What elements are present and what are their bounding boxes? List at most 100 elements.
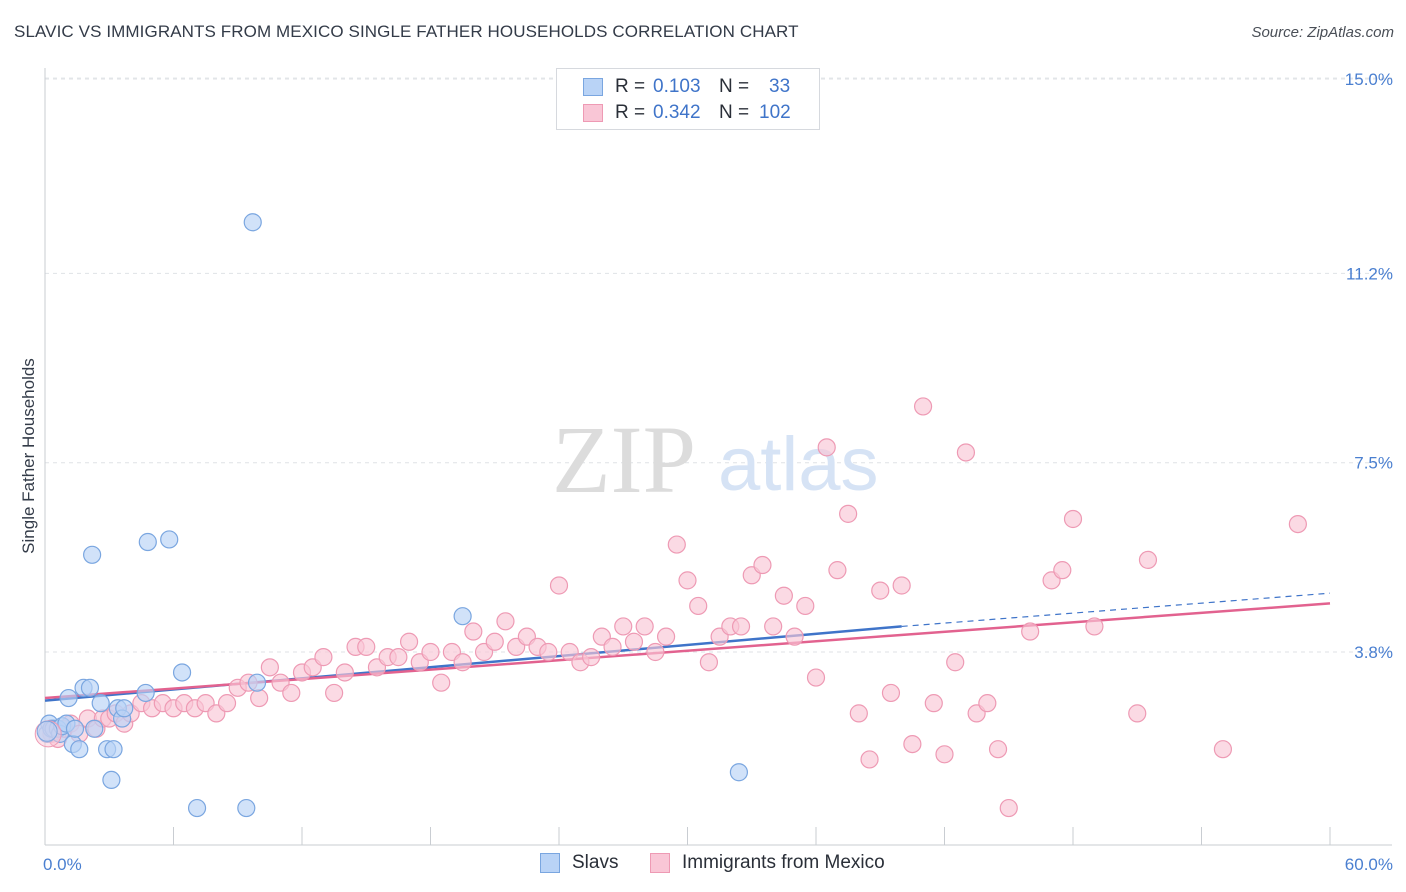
chart-title: SLAVIC VS IMMIGRANTS FROM MEXICO SINGLE …: [14, 22, 799, 41]
mexico-point: [250, 688, 269, 708]
legend-item-slavs[interactable]: Slavs: [540, 852, 618, 874]
watermark-atlas: atlas: [718, 422, 879, 507]
mexico-point: [881, 683, 901, 703]
slavs-point: [160, 530, 179, 549]
mexico-point: [282, 683, 301, 703]
slavs-point: [83, 545, 102, 564]
mexico-point: [624, 632, 644, 651]
legend-label-slavs: Slavs: [572, 852, 619, 873]
slavs-trend-extension: [901, 592, 1331, 628]
mexico-point: [817, 438, 836, 457]
mexico-point: [614, 617, 633, 636]
slavs-point: [85, 719, 104, 738]
mexico-point: [764, 617, 783, 636]
axes: [44, 68, 1392, 846]
mexico-point: [913, 397, 933, 416]
legend-n-value: 33: [769, 76, 791, 97]
mexico-point: [806, 668, 826, 687]
stats-legend: R = 0.103 N = 33 R = 0.342 N = 102: [556, 68, 820, 130]
mexico-point: [314, 648, 333, 667]
legend-row-mexico: R = 0.342 N = 102: [583, 101, 791, 125]
slavs-point: [187, 798, 207, 818]
mexico-point: [828, 561, 847, 580]
watermark-zip: ZIP: [552, 406, 696, 513]
mexico-point: [956, 443, 976, 462]
x-tick-label-min: 0.0%: [43, 855, 82, 874]
mexico-point: [217, 694, 237, 713]
source-credit: Source: ZipAtlas.com: [1251, 24, 1394, 41]
mexico-point: [1128, 704, 1147, 723]
mexico-point: [988, 740, 1008, 759]
mexico-point: [839, 504, 858, 523]
mexico-point: [774, 586, 793, 605]
mexico-point: [539, 642, 558, 662]
mexico-point: [667, 535, 686, 554]
mexico-point: [689, 596, 708, 616]
mexico-point: [1021, 622, 1040, 641]
mexico-point: [399, 632, 419, 651]
mexico-point: [849, 704, 868, 723]
mexico-point: [871, 581, 890, 600]
y-tick-label: 15.0%: [1345, 70, 1393, 89]
mexico-point: [1085, 617, 1104, 636]
mexico-point: [549, 576, 569, 595]
mexico-point: [582, 648, 601, 667]
mexico-point: [260, 658, 279, 677]
slavs-point: [138, 532, 157, 552]
slavs-point: [172, 663, 192, 682]
mexico-point: [796, 596, 815, 616]
mexico-point: [935, 745, 954, 764]
mexico-point: [357, 637, 376, 656]
mexico-point: [656, 627, 676, 646]
gridlines: [45, 77, 1392, 653]
mexico-point: [421, 642, 440, 662]
y-tick-label: 7.5%: [1354, 454, 1393, 473]
mexico-point: [1288, 514, 1307, 534]
legend-r-value: 0.342: [653, 102, 701, 123]
slavs-cluster-point: [36, 720, 58, 742]
slavs-point: [729, 763, 749, 782]
legend-n-label: N =: [719, 102, 750, 123]
legend-swatch-slavs: [540, 853, 560, 873]
legend-item-mexico[interactable]: Immigrants from Mexico: [650, 852, 885, 874]
slavs-point: [247, 673, 267, 692]
slavs-point: [102, 770, 121, 790]
slavs-point: [136, 683, 155, 703]
y-axis-title: Single Father Households: [19, 358, 38, 554]
mexico-point: [485, 632, 504, 651]
x-tick-label-max: 60.0%: [1345, 855, 1393, 874]
mexico-point: [464, 622, 483, 641]
legend-r-label: R =: [615, 76, 646, 97]
mexico-point: [999, 798, 1018, 818]
mexico-point: [860, 750, 879, 769]
mexico-point: [603, 637, 622, 656]
axis-labels: 3.8% 7.5% 11.2% 15.0% 0.0% 60.0% Single Father…: [19, 70, 1393, 874]
mexico-point: [892, 576, 911, 595]
mexico-point: [325, 683, 344, 703]
legend-swatch-slavs: [583, 78, 603, 96]
mexico-point: [753, 555, 772, 575]
mexico-point: [389, 648, 408, 667]
legend-n-value: 102: [759, 102, 791, 123]
legend-n-label: N =: [719, 76, 750, 97]
mexico-point: [453, 653, 472, 672]
slavs-point: [80, 678, 100, 697]
data-points: [34, 213, 1307, 818]
mexico-point: [978, 694, 997, 713]
mexico-point: [432, 673, 451, 692]
mexico-point: [1138, 550, 1158, 570]
mexico-point: [635, 617, 654, 636]
mexico-point: [496, 612, 515, 631]
slavs-point: [237, 798, 256, 818]
mexico-point: [678, 571, 697, 590]
mexico-point: [335, 663, 354, 682]
y-tick-label: 11.2%: [1346, 264, 1393, 283]
mexico-point: [1053, 561, 1072, 580]
slavs-point: [59, 688, 78, 708]
slavs-point: [65, 719, 85, 738]
slavs-point: [70, 740, 89, 759]
slavs-point: [91, 694, 110, 713]
mexico-point: [731, 617, 751, 636]
mexico-point: [903, 734, 922, 754]
